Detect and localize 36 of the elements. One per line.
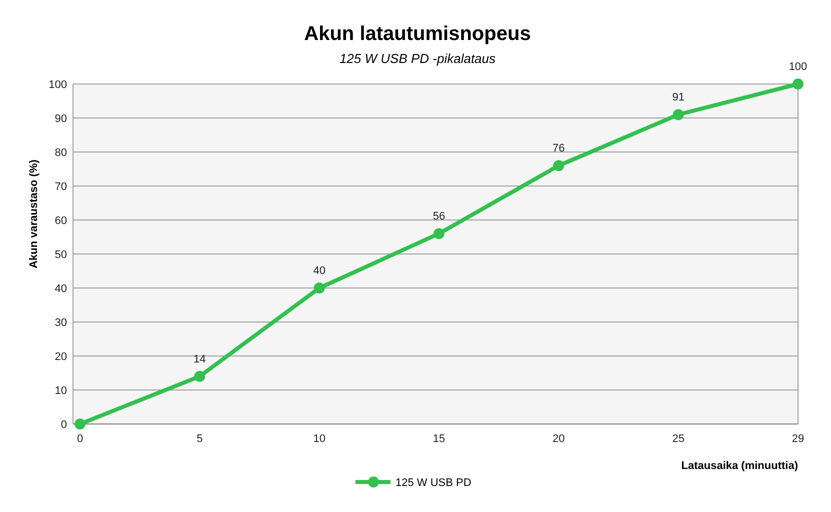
- y-tick-label: 70: [54, 181, 67, 193]
- data-label: 56: [432, 210, 446, 223]
- y-tick-label: 60: [54, 215, 67, 227]
- x-tick-label: 20: [552, 433, 565, 445]
- point: [194, 370, 206, 382]
- y-tick-label: 10: [54, 385, 67, 397]
- x-tick-label: 25: [672, 433, 684, 445]
- x-tick-label: 5: [196, 433, 203, 445]
- y-tick-label: 80: [54, 147, 67, 159]
- chart-subtitle: 125 W USB PD -pikalataus: [339, 51, 496, 66]
- data-label: 76: [552, 142, 565, 155]
- x-tick-label: 10: [313, 433, 326, 445]
- x-tick-label: 0: [76, 433, 84, 445]
- point: [553, 160, 564, 172]
- x-tick-label: 15: [432, 433, 446, 445]
- y-tick-label: 90: [54, 113, 67, 125]
- data-label: 100: [788, 61, 808, 73]
- x-tick-label: 29: [792, 433, 804, 445]
- data-label: 91: [672, 92, 684, 104]
- data-label: 14: [194, 353, 206, 366]
- y-tick-label: 0: [60, 419, 67, 431]
- y-tick-label: 100: [48, 79, 67, 91]
- chart-title: Akun latautumisnopeus: [304, 23, 531, 45]
- point: [74, 418, 86, 430]
- data-label: 40: [313, 265, 326, 277]
- y-tick-label: 30: [54, 317, 67, 329]
- legend-label: 125 W USB PD: [396, 477, 472, 489]
- point: [434, 228, 444, 240]
- y-axis-title: Akun varaustaso (%): [28, 159, 40, 268]
- y-tick-label: 20: [54, 351, 67, 363]
- point: [792, 78, 804, 90]
- y-tick-label: 50: [54, 249, 67, 261]
- y-tick-label: 40: [54, 283, 67, 295]
- point: [672, 109, 684, 120]
- x-axis-title: Latausaika (minuuttia): [681, 460, 798, 472]
- point: [314, 282, 325, 294]
